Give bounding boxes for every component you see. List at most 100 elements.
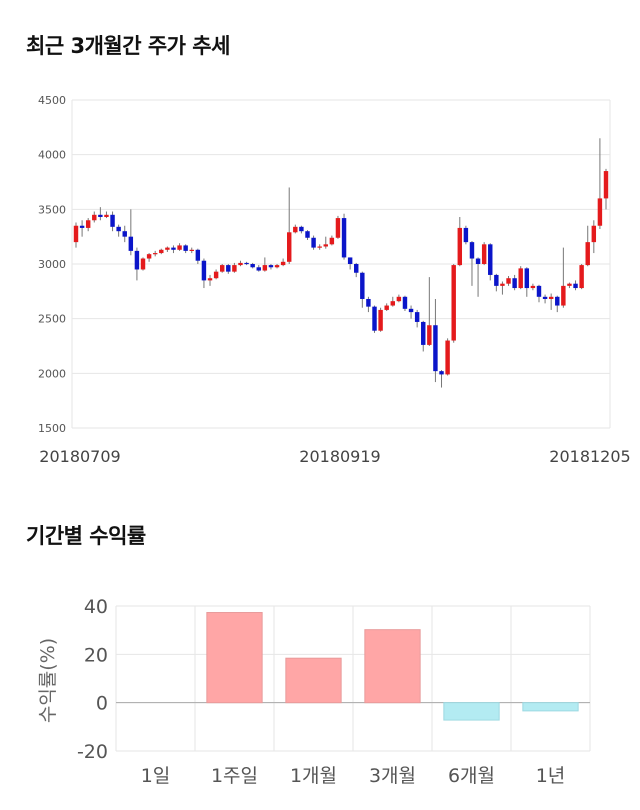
candle xyxy=(305,230,310,240)
bar-y-ticks: 40 20 0 -20 xyxy=(77,596,108,763)
candle-body xyxy=(506,278,511,284)
candle-body xyxy=(274,265,280,268)
candle-x-labels: 20180709 20180919 20181205 xyxy=(39,447,630,466)
candle-body xyxy=(128,236,134,251)
candle-y-tick-label: 4000 xyxy=(38,149,66,162)
candle-body xyxy=(329,237,335,245)
bar-y-tick-label: 20 xyxy=(84,644,108,666)
candle-body xyxy=(92,214,97,221)
candle-body xyxy=(311,237,316,248)
candle xyxy=(445,338,450,376)
candle xyxy=(213,269,219,280)
candle xyxy=(256,265,261,272)
candle-body xyxy=(536,285,542,297)
bar-x-category-label: 1일 xyxy=(141,765,171,787)
candle-body xyxy=(451,265,456,341)
candle-body xyxy=(299,226,304,232)
candle-body xyxy=(597,198,603,226)
candle-body xyxy=(116,226,121,232)
candle xyxy=(524,267,530,297)
candle xyxy=(548,293,554,310)
candle xyxy=(481,242,487,266)
candle xyxy=(579,264,584,290)
candle-body xyxy=(512,278,517,289)
candle xyxy=(494,273,499,292)
candle-body xyxy=(542,296,548,299)
candle xyxy=(244,261,249,266)
return-bar xyxy=(364,629,421,704)
candle-body xyxy=(579,265,584,289)
candle xyxy=(268,264,274,270)
candle-body xyxy=(122,231,127,237)
candle-body xyxy=(347,257,353,264)
return-bar xyxy=(206,612,263,704)
candle xyxy=(469,241,475,286)
candle-body xyxy=(402,296,408,309)
candle xyxy=(384,303,389,312)
candle xyxy=(92,211,97,223)
candle-body xyxy=(165,247,170,250)
candle-body xyxy=(561,285,566,306)
candle xyxy=(317,244,322,250)
candle-body xyxy=(457,227,463,266)
candle xyxy=(427,277,432,346)
candle-body xyxy=(421,321,426,345)
candle-body xyxy=(463,227,469,243)
candle-body xyxy=(354,264,359,273)
candle xyxy=(104,211,109,219)
candle-body xyxy=(414,312,420,322)
candle-grid xyxy=(71,99,611,429)
candle-body xyxy=(207,278,213,281)
candle xyxy=(152,250,158,257)
candle xyxy=(287,187,292,264)
candle-y-ticks: 4500 4000 3500 3000 2500 2000 1500 xyxy=(38,94,66,435)
candle xyxy=(262,257,268,272)
candle xyxy=(140,257,146,271)
candle xyxy=(488,243,493,281)
candle xyxy=(414,309,420,328)
candle xyxy=(561,247,566,308)
candle xyxy=(354,262,359,278)
candle xyxy=(134,247,140,281)
candle xyxy=(591,220,597,254)
returns-y-axis-label: 수익률(%) xyxy=(37,638,59,723)
candle-body xyxy=(201,260,207,281)
candle xyxy=(360,271,365,308)
candle xyxy=(183,244,188,254)
candle-body xyxy=(244,262,249,265)
candle-x-date-label: 20180709 xyxy=(39,447,120,466)
candle-body xyxy=(104,214,109,217)
candle-x-date-label: 20180919 xyxy=(299,447,380,466)
candle xyxy=(195,248,201,264)
bar-marks xyxy=(206,612,579,721)
bar-y-tick-label: 0 xyxy=(96,693,108,715)
candle xyxy=(329,235,335,246)
candle xyxy=(171,245,176,254)
candle-body xyxy=(524,268,530,289)
candle xyxy=(335,215,341,239)
candle-body xyxy=(555,296,560,306)
bar-x-category-label: 1년 xyxy=(536,765,566,787)
candle xyxy=(201,258,207,289)
candle xyxy=(378,307,383,332)
candle-x-date-label: 20181205 xyxy=(549,447,630,466)
candle xyxy=(85,218,91,232)
candle xyxy=(110,211,115,232)
bar-x-labels: 1일 1주일 1개월 3개월 6개월 1년 xyxy=(141,765,566,787)
return-bar xyxy=(285,657,342,704)
returns-title: 기간별 수익률 xyxy=(26,524,146,548)
candle xyxy=(603,168,609,210)
candle-body xyxy=(262,265,268,271)
candle-y-tick-label: 1500 xyxy=(38,422,66,435)
candle xyxy=(512,274,517,291)
candle xyxy=(122,225,127,243)
candle xyxy=(506,276,511,286)
candle-marks xyxy=(73,138,609,388)
candle xyxy=(341,213,347,260)
candle xyxy=(463,225,469,245)
candle-body xyxy=(305,231,310,238)
candle-body xyxy=(366,298,371,307)
candle-body xyxy=(159,249,164,254)
candle xyxy=(165,246,170,252)
candle xyxy=(146,253,152,262)
